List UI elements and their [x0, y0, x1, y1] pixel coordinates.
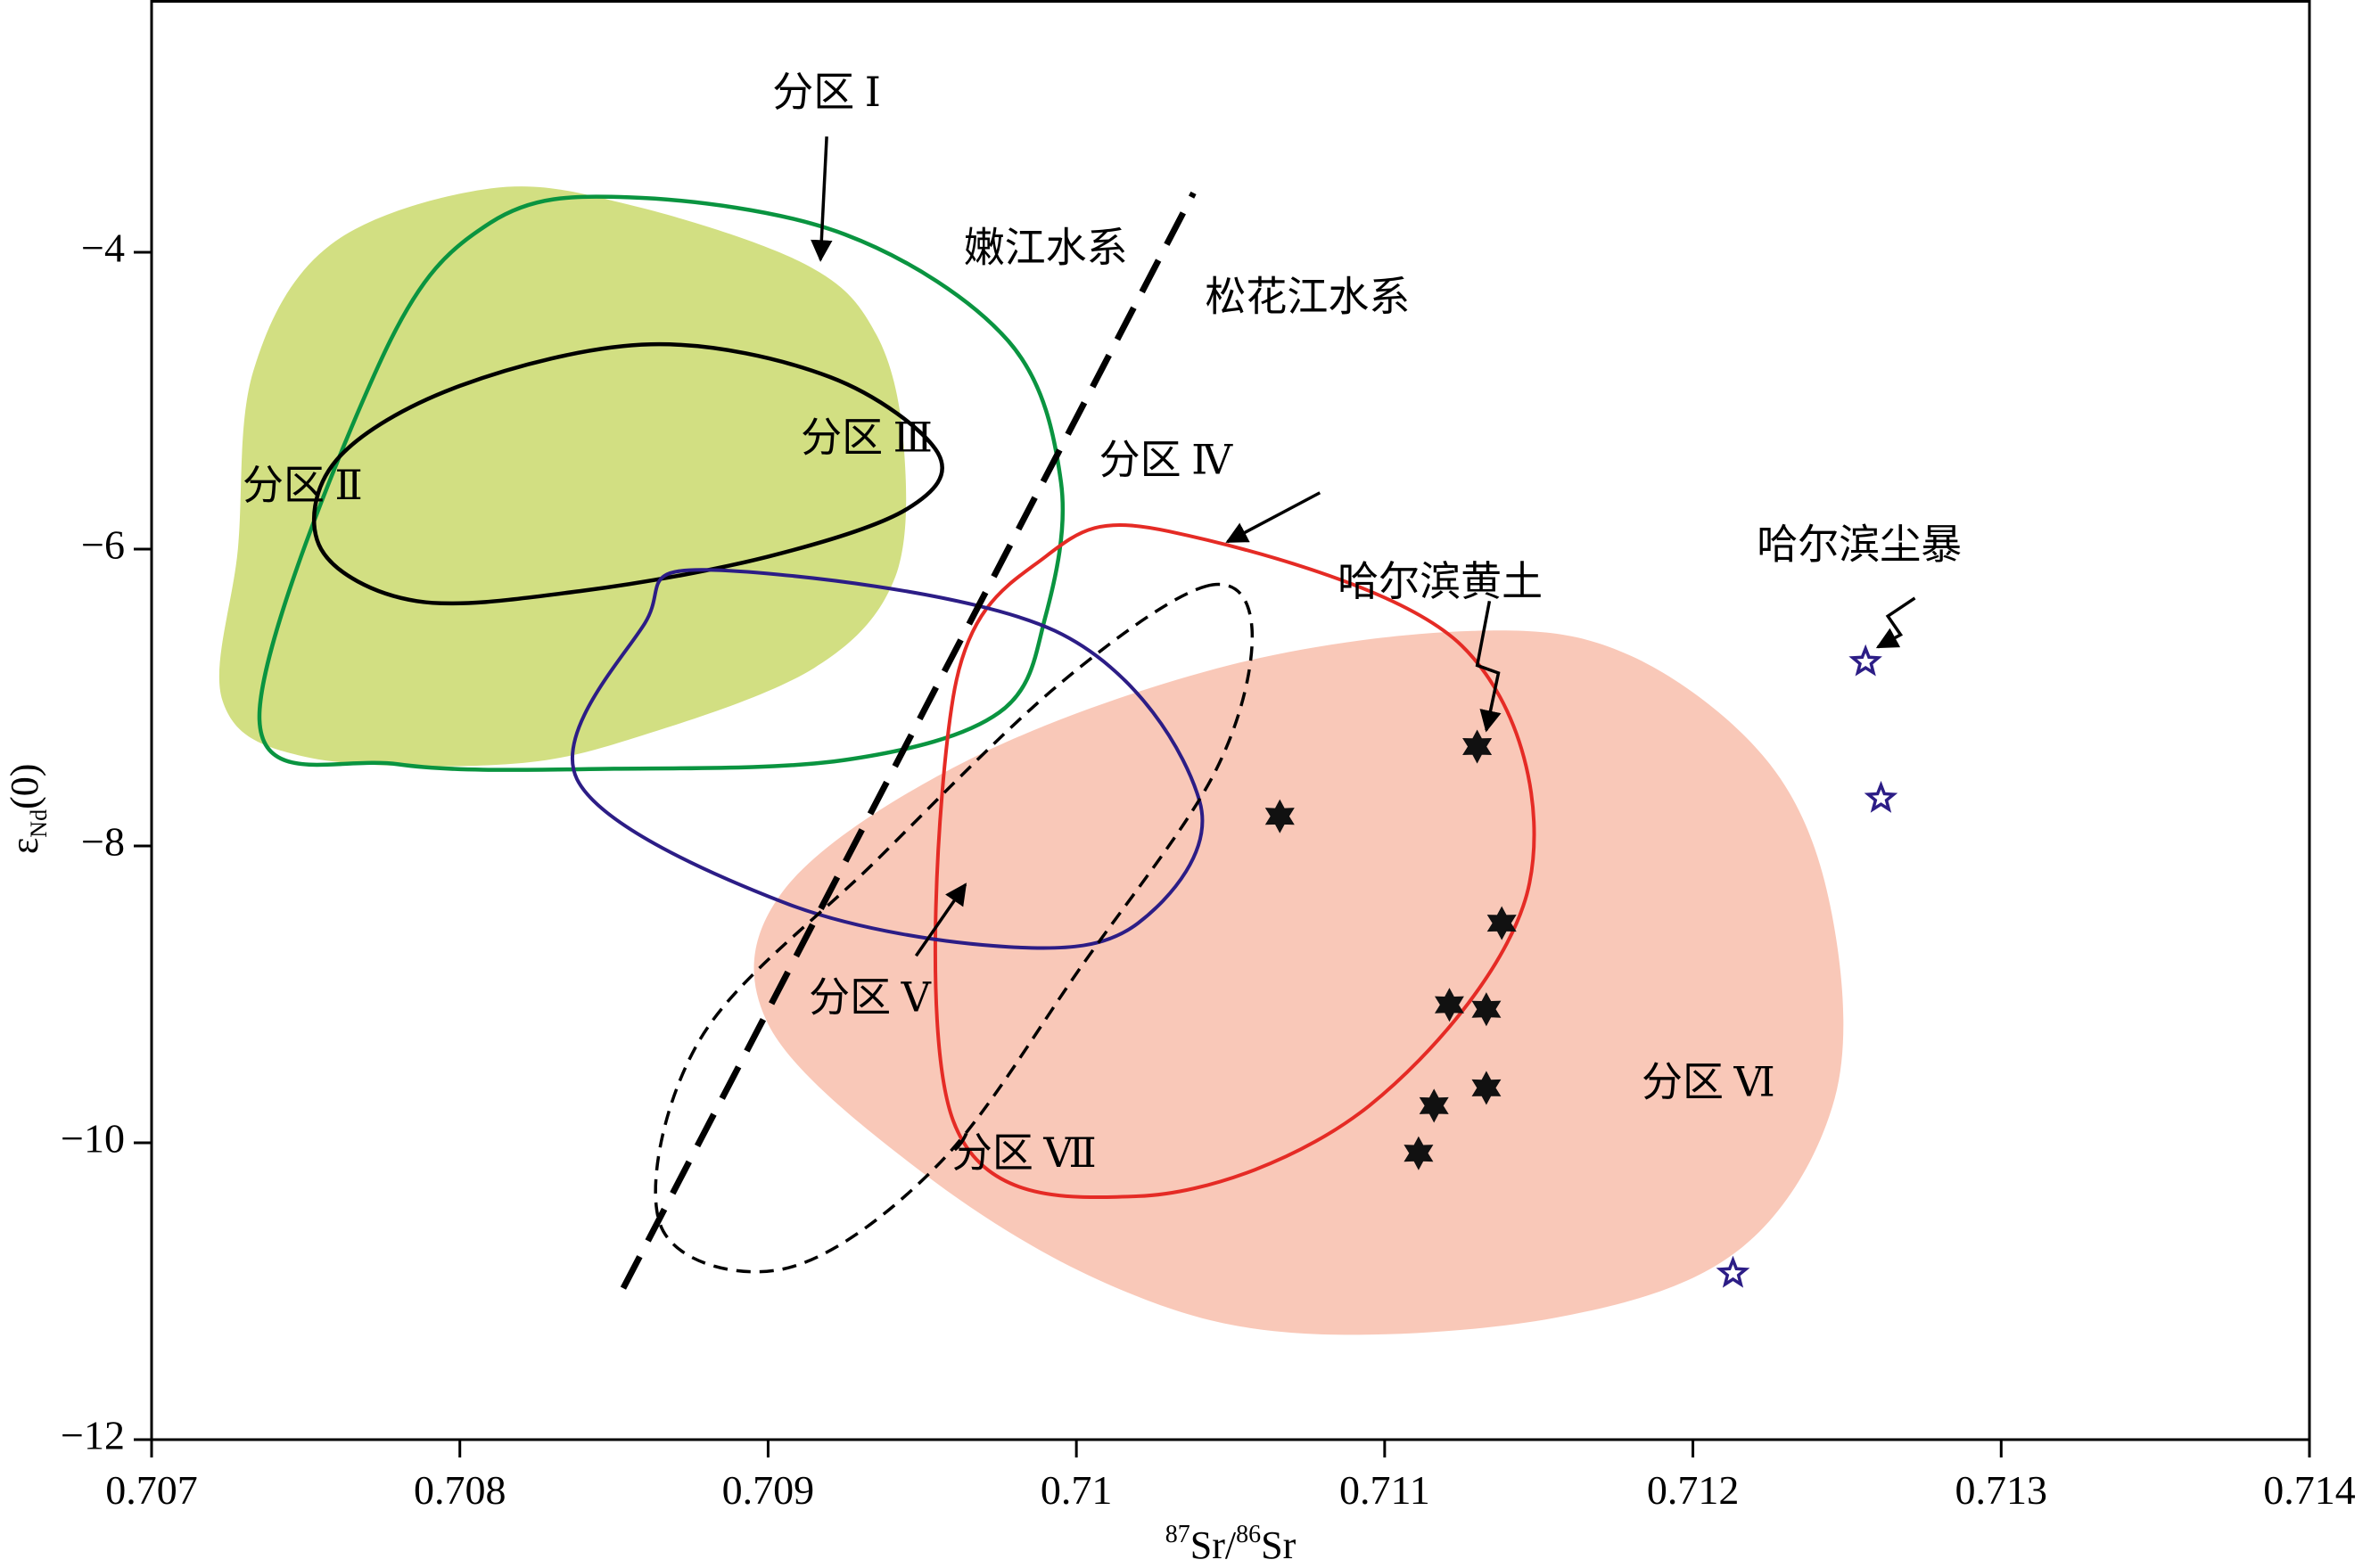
x-tick-label: 0.71 — [1041, 1467, 1113, 1513]
x-title-main2: Sr — [1261, 1523, 1296, 1567]
loess-sample-point — [1471, 1071, 1502, 1105]
zone6-region — [753, 630, 1844, 1335]
zone1-label: 分区 Ⅰ — [772, 70, 881, 115]
loess-sample-point — [1471, 992, 1502, 1027]
zone1-region — [257, 194, 1066, 772]
y-title-tail: (0) — [3, 764, 46, 809]
x-title-sup2: 86 — [1236, 1521, 1261, 1548]
loess-sample-point — [1419, 1088, 1449, 1123]
x-axis: 0.707 0.708 0.709 0.71 0.711 0.712 0.713 0.714 — [105, 1440, 2356, 1513]
x-tick-label: 0.713 — [1955, 1467, 2048, 1513]
dust-label: 哈尔滨尘暴 — [1757, 522, 1962, 568]
dust-storm-point — [1848, 644, 1882, 677]
zone4-arrow — [1225, 491, 1321, 544]
zone6-label: 分区 Ⅵ — [1642, 1059, 1775, 1104]
drainage-boundary — [620, 191, 1197, 1290]
y-axis: −4 −6 −8 −10 −12 — [61, 226, 152, 1458]
zone4-region — [933, 522, 1536, 1200]
y-tick-label: −12 — [61, 1413, 125, 1458]
annotations: 分区 Ⅰ 分区 Ⅱ 分区 Ⅲ 分区 Ⅳ 分区 Ⅴ 分区 Ⅵ 分区 Ⅶ 嫩江水系松花江水系哈尔滨… — [243, 70, 1962, 1176]
zone2-label: 分区 Ⅱ — [243, 463, 363, 508]
x-title-main1: Sr/ — [1190, 1523, 1237, 1567]
zone7-label: 分区 Ⅶ — [951, 1130, 1097, 1176]
x-tick-label: 0.708 — [414, 1467, 506, 1513]
zone2-region — [218, 186, 907, 767]
dust-storm-point — [1716, 1255, 1750, 1288]
x-title-sup1: 87 — [1165, 1521, 1190, 1548]
x-tick-label: 0.711 — [1339, 1467, 1430, 1513]
y-tick-label: −8 — [81, 819, 125, 865]
y-tick-label: −10 — [61, 1116, 125, 1162]
nen-label: 嫩江水系 — [964, 226, 1128, 271]
y-tick-label: −4 — [81, 226, 125, 271]
loess-sample-point — [1462, 729, 1493, 764]
loess-sample-point — [1264, 799, 1295, 833]
loess-sample-point — [1404, 1136, 1434, 1170]
x-tick-label: 0.707 — [105, 1467, 198, 1513]
loess-label: 哈尔滨黄土 — [1338, 559, 1543, 604]
zone5-arrow — [914, 883, 967, 957]
x-tick-label: 0.709 — [722, 1467, 815, 1513]
loess-sample-point — [1486, 906, 1517, 940]
y-title-sub: Nd — [26, 809, 52, 838]
dust-arrow — [1875, 596, 1916, 649]
plot-frame — [150, 0, 2311, 1441]
zone3-region — [311, 341, 944, 606]
x-axis-title: 87Sr/86Sr — [1165, 1521, 1297, 1567]
loess-arrow — [1475, 600, 1502, 733]
drainage-boundary-line — [620, 191, 1197, 1290]
y-axis-title: εNd(0) — [3, 764, 52, 855]
zone5-region — [570, 568, 1205, 950]
loess-sample-point — [1434, 988, 1464, 1022]
zone4-label: 分区 Ⅳ — [1099, 438, 1234, 483]
x-tick-label: 0.712 — [1647, 1467, 1740, 1513]
y-title-main: ε — [3, 838, 46, 854]
zone1-arrow — [811, 136, 833, 262]
label-arrows — [811, 136, 1916, 957]
zone3-label: 分区 Ⅲ — [801, 415, 933, 461]
data-points — [1264, 644, 1898, 1288]
song-label: 松花江水系 — [1205, 275, 1410, 320]
zone5-label: 分区 Ⅴ — [809, 974, 932, 1020]
dust-storm-point — [1864, 780, 1898, 813]
zone7-region — [654, 582, 1255, 1274]
y-tick-label: −6 — [81, 522, 125, 568]
zone-regions — [218, 186, 1844, 1335]
x-tick-label: 0.714 — [2263, 1467, 2356, 1513]
